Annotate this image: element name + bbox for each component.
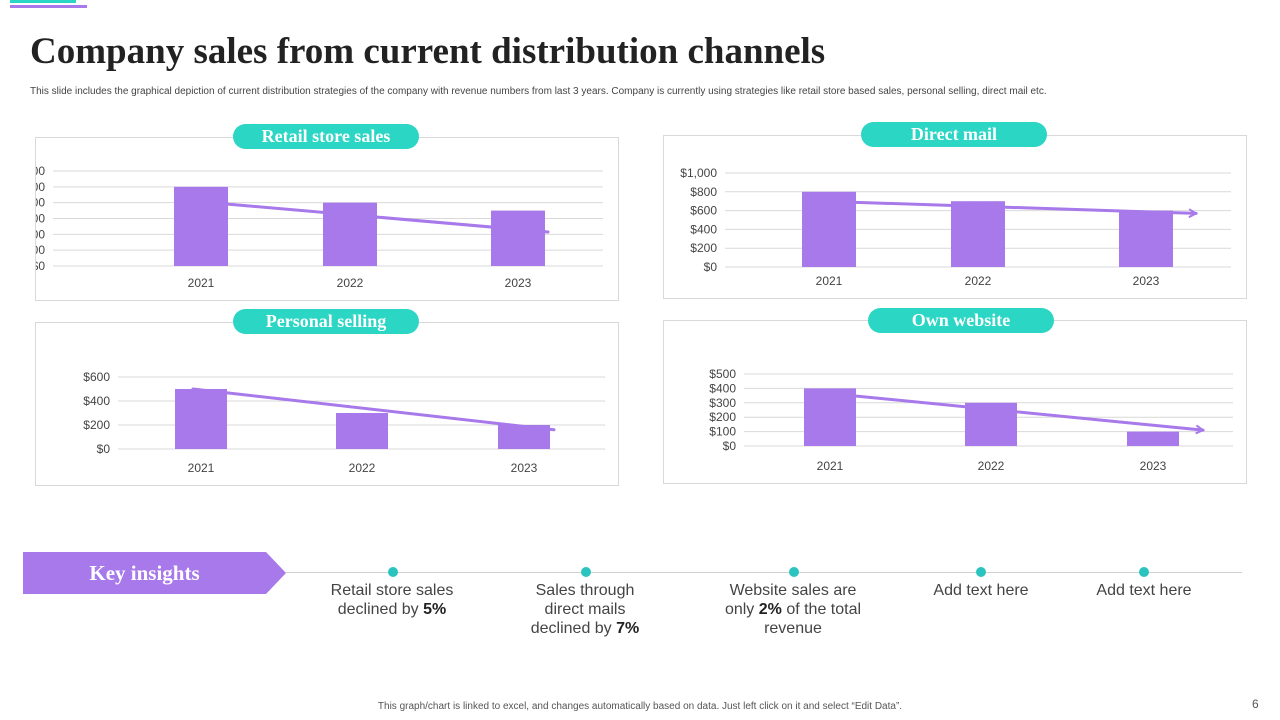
x-tick-label: 2021 <box>188 461 215 475</box>
y-tick-label: $0 <box>97 442 111 456</box>
bar-2021 <box>174 186 228 266</box>
chart-title-direct-mail: Direct mail <box>861 122 1047 147</box>
y-tick-label: $800 <box>36 196 45 210</box>
timeline-dot <box>388 567 398 577</box>
x-tick-label: 2021 <box>816 274 843 288</box>
chart-title-own-website: Own website <box>868 308 1054 333</box>
insights-timeline <box>286 572 1242 573</box>
y-tick-label: $200 <box>83 418 110 432</box>
footer-note: This graph/chart is linked to excel, and… <box>377 701 903 712</box>
chart-panel-personal-selling[interactable]: $0 $200 $400 $600 2021 2022 2023 <box>35 322 619 486</box>
chart-own-website[interactable]: $0$100$200$300$400$500 2021 2022 2023 <box>664 321 1246 483</box>
trend-line <box>191 199 550 234</box>
bar-2021 <box>175 389 227 449</box>
chart-title-retail: Retail store sales <box>233 124 419 149</box>
accent-bar-purple <box>10 5 87 8</box>
y-tick-label: $200 <box>709 410 736 424</box>
y-tick-label: $400 <box>709 381 736 395</box>
bar-2023 <box>1127 431 1179 446</box>
key-insights-label: Key insights <box>89 561 200 585</box>
y-tick-label: $200 <box>690 241 717 255</box>
x-tick-label: 2022 <box>978 459 1005 473</box>
y-tick-label: $1,000 <box>680 166 717 180</box>
key-insights-arrow-shape <box>23 552 286 594</box>
bar-2022 <box>951 201 1005 267</box>
chart-panel-own-website[interactable]: $0 $100 $200 $300 $400 $500 2021 2022 2023 <box>663 320 1247 484</box>
insight-item-1: Retail store sales declined by 5% <box>330 582 454 618</box>
x-tick-label: 2022 <box>965 274 992 288</box>
chart-panel-retail[interactable]: $0 $200 $400$600 $800 $1,000 $1,200 2021 2022 20… <box>35 137 619 301</box>
page-subtitle: This slide includes the graphical depict… <box>30 86 1047 97</box>
y-tick-label: $600 <box>36 212 45 226</box>
bar-2021 <box>802 191 856 267</box>
chart-retail[interactable]: $0 $200 $400$600 $800 $1,000 $1,200 2021 2022 20… <box>36 138 618 300</box>
y-tick-label: $200 <box>36 243 45 257</box>
trend-line <box>191 387 556 432</box>
y-tick-label: $1,200 <box>36 164 45 178</box>
y-tick-label: $400 <box>36 227 45 241</box>
x-tick-label: 2023 <box>1133 274 1160 288</box>
key-insights-banner: Key insights <box>23 552 286 594</box>
bar-2023 <box>491 210 545 266</box>
page-title: Company sales from current distribution … <box>30 31 826 72</box>
y-tick-label: $800 <box>690 185 717 199</box>
x-tick-label: 2022 <box>349 461 376 475</box>
insight-item-5: Add text here <box>1096 582 1192 599</box>
insight-item-2: Sales through direct mails declined by 7… <box>530 582 640 637</box>
y-tick-label: $400 <box>83 394 110 408</box>
x-tick-label: 2023 <box>511 461 538 475</box>
chart-panel-direct-mail[interactable]: $0 $200 $400 $600 $800 $1,000 2021 2022 2023 <box>663 135 1247 299</box>
y-tick-label: $1,000 <box>36 180 45 194</box>
x-tick-label: 2023 <box>505 276 532 290</box>
bar-2022 <box>336 413 388 449</box>
timeline-dot <box>976 567 986 577</box>
chart-personal-selling[interactable]: $0 $200 $400 $600 2021 2022 2023 <box>36 323 618 485</box>
bar-2023 <box>1119 210 1173 267</box>
y-tick-label: $600 <box>690 204 717 218</box>
timeline-dot <box>789 567 799 577</box>
x-tick-label: 2022 <box>337 276 364 290</box>
y-tick-label: $400 <box>690 222 717 236</box>
x-tick-label: 2021 <box>817 459 844 473</box>
accent-bar-teal <box>10 0 76 3</box>
trend-line <box>819 199 1196 213</box>
y-tick-label: $300 <box>709 396 736 410</box>
page-number: 6 <box>1252 697 1259 711</box>
y-tick-label: $600 <box>83 370 110 384</box>
chart-title-personal-selling: Personal selling <box>233 309 419 334</box>
y-tick-label: $500 <box>709 367 736 381</box>
y-tick-label: $0 <box>704 260 718 274</box>
trend-line <box>820 391 1203 430</box>
y-tick-label: $0 <box>723 439 737 453</box>
insight-item-3: Website sales are only 2% of the total r… <box>724 582 862 637</box>
insight-item-4: Add text here <box>933 582 1029 599</box>
timeline-dot <box>581 567 591 577</box>
y-tick-label: $0 <box>36 259 45 273</box>
chart-direct-mail[interactable]: $0 $200 $400 $600 $800 $1,000 2021 2022 2023 <box>664 136 1246 298</box>
timeline-dot <box>1139 567 1149 577</box>
y-tick-label: $100 <box>709 425 736 439</box>
x-tick-label: 2023 <box>1140 459 1167 473</box>
bar-2021 <box>804 388 856 446</box>
x-tick-label: 2021 <box>188 276 215 290</box>
